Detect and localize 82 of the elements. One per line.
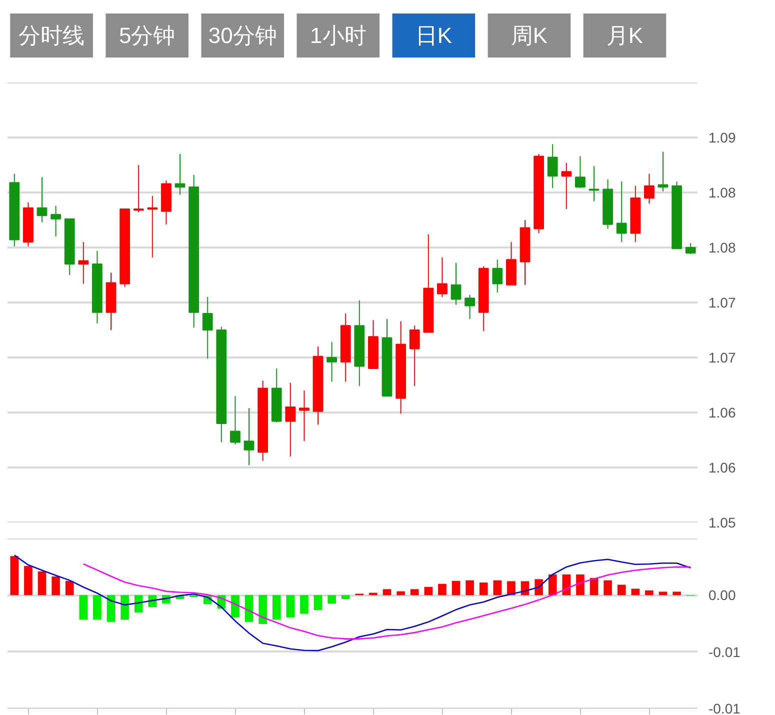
bar (52, 576, 60, 596)
bar (672, 592, 681, 596)
candlestick (658, 151, 668, 192)
y-tick-label: 1.07 (708, 294, 736, 310)
bar (424, 586, 433, 596)
candlestick (492, 259, 503, 294)
candlestick (588, 166, 600, 202)
bar (507, 581, 516, 596)
candlestick (644, 173, 654, 204)
candlestick (36, 176, 48, 223)
bar (534, 579, 543, 596)
y-tick-label: -0.01 (708, 644, 741, 660)
bar (438, 584, 446, 596)
candlestick (326, 342, 337, 382)
bar (645, 590, 654, 596)
bar (258, 595, 267, 624)
category-label: 5分钟 (118, 23, 176, 48)
bar (631, 588, 640, 596)
y-tick-label: 1.06 (708, 404, 736, 420)
y-tick-label: 1.07 (708, 350, 736, 366)
bar (10, 556, 19, 596)
bar (231, 595, 240, 618)
candlestick (285, 382, 296, 457)
bar (604, 580, 612, 596)
bar (382, 589, 392, 596)
bar (300, 595, 308, 614)
candlestick (561, 162, 572, 210)
bar (617, 584, 626, 596)
y-tick-label: 1.08 (708, 240, 736, 256)
candlestick (244, 408, 254, 466)
bar (79, 595, 88, 620)
candlestick (547, 144, 558, 189)
line-series (82, 563, 692, 640)
y-tick-label: 1.06 (708, 460, 736, 476)
bar (479, 582, 488, 596)
candlestick (202, 296, 213, 360)
candlestick (78, 242, 89, 284)
bar (38, 571, 46, 596)
candlestick (133, 164, 144, 213)
candlestick (174, 154, 186, 196)
candlestick (147, 195, 158, 258)
y-tick-label: 0.00 (708, 587, 736, 604)
candlestick (464, 294, 475, 320)
bar (134, 595, 143, 612)
category-label: 月K (606, 23, 644, 48)
bar (24, 566, 32, 596)
y-tick-label: 1.08 (708, 184, 736, 200)
bar (65, 580, 74, 596)
category-label: 周K (510, 23, 548, 48)
y-tick-label: -0.01 (708, 700, 741, 715)
candlestick (685, 242, 696, 255)
bar (410, 589, 419, 596)
bar (106, 595, 116, 622)
bar (120, 595, 129, 620)
bar (452, 580, 460, 596)
candlestick (409, 325, 420, 387)
category-label: 日K (415, 23, 452, 48)
bar (466, 580, 474, 596)
bar (93, 595, 102, 620)
y-tick-label: 1.09 (708, 130, 736, 146)
bar (314, 595, 322, 610)
bar (341, 595, 350, 600)
bar (244, 595, 254, 622)
candlestick (575, 156, 586, 189)
bar (328, 595, 336, 604)
bar (493, 580, 502, 596)
line-series (14, 554, 692, 652)
category-label: 30分钟 (208, 23, 277, 48)
y-tick-label: 1.05 (708, 514, 736, 530)
candlestick (230, 396, 240, 445)
candlestick (299, 390, 310, 442)
bar (272, 595, 281, 620)
bar (576, 574, 584, 596)
candlestick (437, 256, 448, 298)
candlestick (450, 262, 462, 306)
category-label: 分时线 (18, 23, 85, 48)
candlestick (616, 181, 627, 242)
candlestick (50, 205, 61, 237)
category-label: 1小时 (310, 23, 366, 48)
bar (658, 592, 668, 596)
bar (396, 591, 405, 596)
bar (286, 595, 295, 618)
